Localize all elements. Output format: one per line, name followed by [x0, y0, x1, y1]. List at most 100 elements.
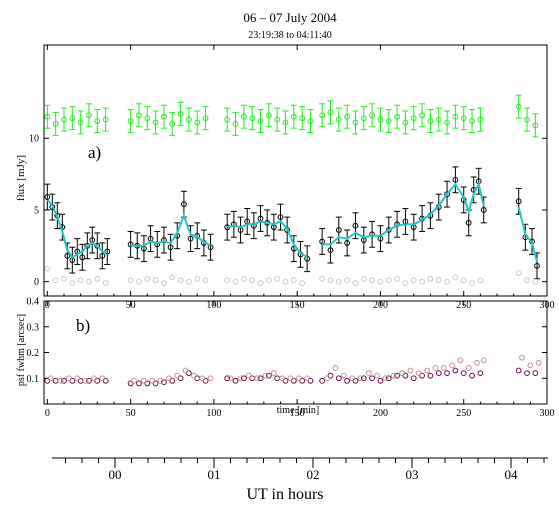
data-point: [327, 277, 334, 284]
data-point: [177, 110, 184, 117]
data-point: [232, 278, 239, 285]
data-point: [177, 375, 184, 382]
data-point: [369, 375, 376, 382]
ut-tick-label: 04: [505, 467, 519, 482]
data-point: [335, 375, 342, 382]
data-point: [515, 198, 522, 205]
data-point: [377, 377, 384, 384]
data-point: [274, 116, 281, 123]
data-point: [290, 377, 297, 384]
data-point: [532, 122, 539, 129]
data-point: [299, 280, 306, 286]
ut-tick-label: 00: [109, 467, 122, 482]
data-point: [360, 115, 367, 122]
data-point: [194, 275, 201, 282]
panel-b-label: b): [76, 316, 90, 335]
data-point: [91, 375, 97, 382]
data-point: [237, 375, 244, 382]
data-point: [532, 370, 539, 377]
data-point: [327, 372, 334, 379]
data-point: [202, 377, 209, 384]
data-point: [385, 227, 392, 233]
data-point: [240, 375, 247, 382]
data-point: [480, 207, 487, 213]
series-line: [227, 220, 308, 259]
data-point: [181, 201, 187, 208]
data-point: [394, 372, 400, 379]
data-point: [77, 119, 84, 126]
data-point: [304, 375, 311, 382]
data-point: [161, 280, 167, 286]
data-point: [136, 380, 142, 387]
data-point: [477, 277, 484, 284]
data-point: [527, 362, 534, 369]
data-point: [449, 362, 455, 369]
data-point: [77, 277, 84, 284]
data-point: [335, 278, 342, 285]
ut-axis-label: UT in hours: [246, 486, 323, 503]
data-point: [199, 375, 206, 382]
data-point: [52, 277, 59, 284]
data-point: [410, 375, 417, 382]
data-point: [240, 275, 247, 282]
data-point: [424, 367, 430, 374]
data-point: [427, 372, 434, 379]
data-point: [279, 375, 286, 382]
data-point: [352, 119, 359, 126]
data-point: [419, 278, 425, 285]
data-point: [152, 277, 159, 284]
data-point: [349, 375, 356, 382]
data-point: [444, 370, 450, 377]
data-point: [262, 372, 269, 379]
data-point: [161, 113, 167, 120]
data-point: [94, 377, 101, 384]
data-point: [344, 277, 351, 284]
data-point: [377, 278, 384, 285]
data-point: [474, 359, 480, 366]
ut-axis: 00 01 02 03 04: [52, 457, 548, 482]
data-point: [402, 280, 409, 286]
data-point: [169, 274, 176, 281]
data-point: [515, 103, 522, 110]
data-point: [86, 377, 92, 384]
ut-tick-label: 01: [208, 467, 221, 482]
data-point: [224, 277, 231, 284]
data-point: [84, 242, 91, 249]
data-point: [127, 380, 134, 387]
data-point: [270, 370, 277, 377]
data-point: [374, 372, 381, 379]
data-point: [469, 280, 475, 286]
data-point: [57, 377, 64, 384]
data-point: [169, 120, 176, 127]
data-point: [127, 277, 134, 284]
data-point: [257, 118, 264, 124]
data-point: [534, 262, 540, 269]
data-point: [465, 219, 472, 226]
data-point: [240, 113, 247, 120]
data-point: [344, 377, 351, 384]
data-point: [319, 112, 326, 119]
data-point: [327, 109, 334, 116]
data-point: [344, 240, 351, 246]
series-a-1: [44, 166, 541, 280]
data-point: [94, 275, 101, 282]
data-point: [277, 214, 284, 221]
data-point: [515, 270, 522, 276]
data-point: [452, 113, 459, 120]
data-point: [202, 277, 209, 284]
y-tick-label: 0: [34, 277, 39, 288]
data-point: [44, 377, 51, 384]
x-tick-label: 150: [290, 408, 305, 419]
data-point: [86, 112, 92, 119]
data-point: [415, 370, 422, 377]
data-point: [382, 375, 389, 382]
data-point: [257, 280, 264, 286]
data-point: [369, 112, 376, 119]
data-point: [141, 377, 147, 384]
data-point: [435, 370, 442, 377]
x-tick-label: 200: [373, 408, 388, 419]
data-point: [435, 277, 442, 284]
y-tick-label: 5: [34, 205, 39, 216]
data-point: [265, 277, 272, 284]
